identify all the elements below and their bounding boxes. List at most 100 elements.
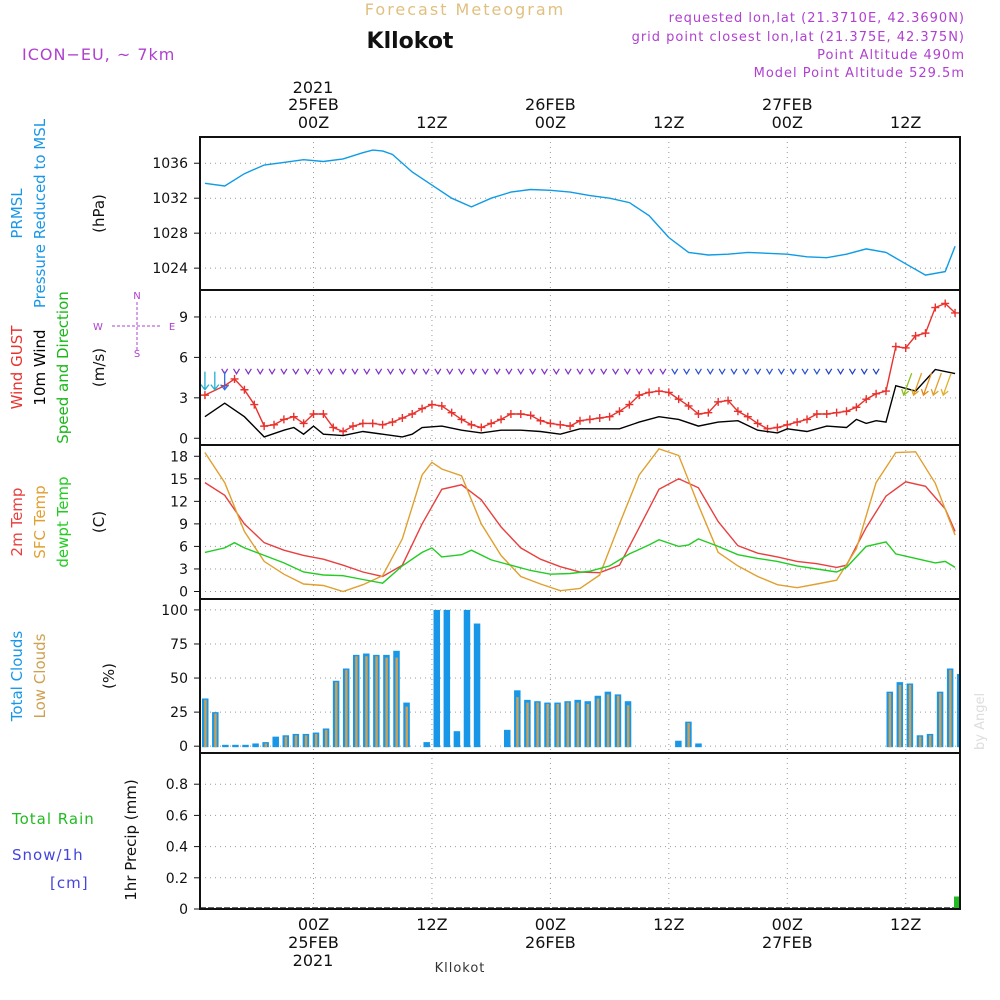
gust-marker: [289, 412, 298, 421]
low-cloud-bar: [928, 735, 932, 748]
gust-marker: [576, 416, 584, 425]
ylabel-1: SFC Temp: [31, 485, 49, 558]
wind-direction-arrow: [801, 368, 809, 376]
gust-marker: [408, 410, 417, 418]
unit-label: 1hr Precip (mm): [122, 779, 140, 900]
gust-marker: [832, 408, 841, 417]
wind-direction-arrow: [244, 368, 252, 376]
gust-marker: [270, 420, 279, 429]
gust-marker: [516, 410, 525, 418]
wind-direction-arrow: [398, 368, 406, 376]
watermark: by Angel: [973, 693, 988, 750]
wind-direction-arrow: [623, 368, 631, 376]
ytick-label: 0.6: [166, 808, 188, 824]
series-10m-wind: [204, 368, 956, 438]
ylabel-1: Pressure Reduced to MSL: [31, 118, 49, 308]
requested-coords: requested lon,lat (21.3710E, 42.3690N): [669, 11, 965, 26]
gust-marker: [941, 299, 950, 308]
low-cloud-bar: [324, 729, 328, 748]
panels: 1024 1028 1032 1036 PRMSL Pressure Reduced to…: [8, 118, 994, 918]
gust-marker: [388, 418, 397, 427]
gust-marker: [339, 427, 348, 436]
gust-marker: [852, 403, 861, 412]
gust-marker: [931, 303, 940, 312]
top-hour-label: 00Z: [772, 113, 803, 132]
wind-direction-arrow: [659, 368, 667, 376]
gust-marker: [605, 412, 614, 421]
ylabel-1: Low Clouds: [31, 633, 49, 718]
wind-direction-arrow: [268, 368, 276, 376]
gust-marker: [891, 342, 900, 351]
ytick-label: 6: [179, 539, 188, 555]
wind-direction-arrow: [612, 368, 620, 376]
low-cloud-bar: [375, 656, 378, 748]
gust-marker: [585, 415, 594, 424]
gust-marker: [319, 410, 328, 418]
gust-marker: [299, 419, 308, 428]
low-cloud-bar: [546, 703, 549, 748]
wind-direction-arrow: [375, 368, 383, 376]
gust-marker: [358, 419, 367, 428]
wind-direction-arrow: [683, 368, 691, 376]
gust-marker: [645, 388, 654, 397]
total-cloud-bar: [987, 636, 994, 747]
unit-label: (%): [100, 663, 118, 689]
low-cloud-bar: [395, 657, 398, 748]
top-year-label: 2021: [293, 78, 334, 97]
low-cloud-bar: [969, 645, 971, 747]
wind-direction-arrow: [872, 368, 880, 376]
ylabel-0: Total Clouds: [8, 631, 26, 723]
wind-direction-arrow: [765, 368, 774, 376]
ytick-label: 3: [179, 391, 188, 407]
top-hour-label: 12Z: [890, 113, 921, 132]
wind-direction-arrow: [730, 368, 738, 376]
gust-marker: [901, 343, 910, 352]
low-cloud-bar: [908, 684, 912, 748]
wind-direction-arrow: [363, 368, 371, 376]
total-cloud-bar: [443, 609, 451, 748]
precip-legend-0: Total Rain: [11, 810, 95, 828]
low-cloud-bar: [687, 723, 690, 748]
panel-temperature: 0 3 6 9 12 15 18 2m Temp SFC Temp dewpt Temp (C): [8, 444, 961, 600]
ytick-label: 0: [179, 739, 188, 755]
gust-marker: [595, 414, 604, 423]
gust-marker: [812, 410, 821, 418]
wind-direction-arrow: [540, 368, 548, 376]
low-cloud-bar: [345, 669, 348, 748]
bottom-date-label: 26FEB: [525, 933, 576, 952]
total-cloud-bar: [433, 609, 441, 748]
ytick-label: 15: [170, 472, 188, 488]
wind-direction-arrow: [280, 368, 288, 376]
ytick-label: 100: [161, 603, 188, 619]
ytick-label: 1024: [152, 261, 188, 277]
gust-marker: [427, 400, 436, 409]
wind-direction-arrow: [718, 368, 726, 376]
wind-direction-arrow: [694, 368, 702, 376]
gust-marker: [724, 396, 733, 405]
low-cloud-bar: [939, 693, 942, 748]
bottom-hour-label: 00Z: [298, 915, 329, 934]
gust-marker: [477, 423, 486, 432]
low-cloud-bar: [949, 669, 952, 748]
total-cloud-bar: [463, 609, 471, 748]
bottom-date-label: 25FEB: [288, 933, 339, 952]
gust-marker: [635, 391, 644, 400]
wind-direction-arrow: [327, 368, 335, 376]
wind-direction-arrow: [647, 368, 655, 376]
ylabel-2: Speed and Direction: [54, 291, 72, 444]
total-cloud-bar: [695, 743, 702, 748]
wind-direction-arrow: [837, 368, 845, 376]
gust-marker: [398, 414, 407, 423]
bottom-hour-label: 00Z: [535, 915, 566, 934]
panel-precip: 0 0.2 0.4 0.6 0.8 Total Rain Snow/1h [cm] 1hr Pr…: [11, 752, 961, 918]
suptitle: Forecast Meteogram: [365, 0, 565, 19]
compass-east: E: [169, 322, 175, 333]
low-cloud-bar: [284, 736, 288, 748]
low-cloud-bar: [556, 703, 559, 748]
unit-label: (hPa): [90, 194, 108, 233]
total-cloud-bar: [222, 744, 229, 748]
gust-marker: [279, 415, 288, 424]
wind-direction-arrow: [517, 368, 525, 376]
total-cloud-bar: [272, 736, 279, 748]
gust-marker: [664, 388, 673, 397]
